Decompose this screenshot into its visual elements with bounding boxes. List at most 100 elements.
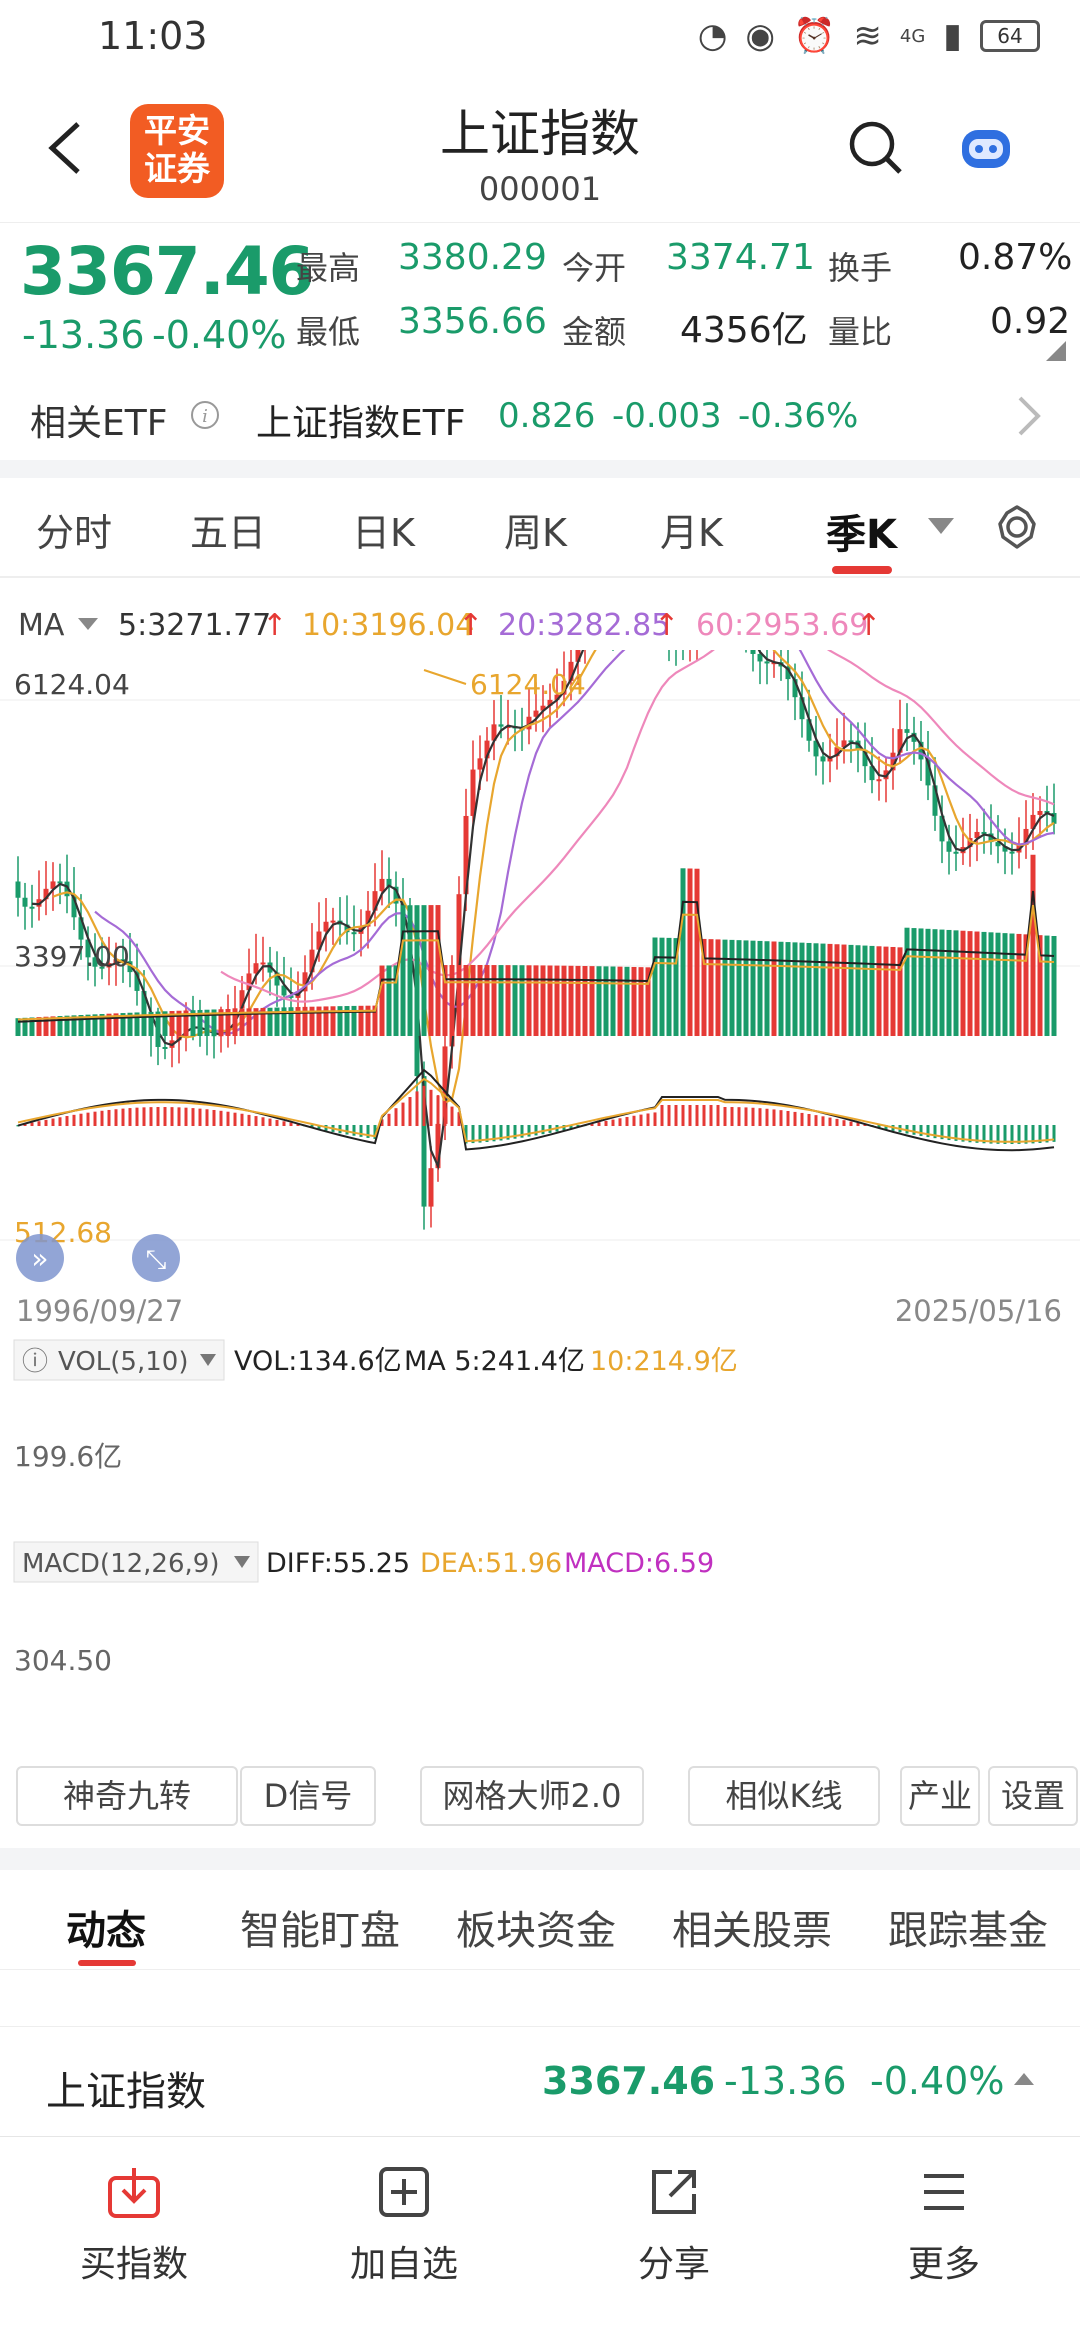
tool-jiuzhuan[interactable]: 神奇九转: [16, 1766, 238, 1826]
macd-bar: [492, 1125, 496, 1142]
volume-bar: [22, 1017, 28, 1036]
logo-line2: 证券: [144, 149, 210, 188]
candle-body: [876, 779, 882, 782]
tab-wuri[interactable]: 五日: [190, 511, 267, 555]
volume-bar: [183, 1010, 189, 1036]
tool-similar-k[interactable]: 相似K线: [688, 1766, 880, 1826]
volume-bar: [750, 940, 756, 1036]
macd-dropdown-icon[interactable]: [234, 1556, 250, 1568]
amount-value: 4356亿: [680, 310, 808, 351]
volume-bar: [99, 1014, 105, 1036]
macd-bar: [961, 1125, 965, 1142]
caret-up-icon: [1014, 2073, 1034, 2085]
volume-bar: [169, 1011, 175, 1036]
tab-related-stocks[interactable]: 相关股票: [672, 1908, 832, 1954]
more-button[interactable]: 更多: [844, 2157, 1044, 2287]
candle-body: [22, 897, 28, 907]
volume-bar: [498, 965, 504, 1036]
macd-header-box[interactable]: [13, 1541, 259, 1583]
index-summary[interactable]: 上证指数 3367.46 -13.36 -0.40%: [0, 2026, 1080, 2136]
macd-bar: [884, 1125, 888, 1130]
tab-zhouk[interactable]: 周K: [504, 511, 567, 555]
candle-body: [64, 881, 70, 897]
volume-bar: [421, 905, 427, 1036]
volume-bar: [918, 928, 924, 1036]
price-axis-mid: 3397.00: [14, 940, 130, 973]
candle-body: [29, 906, 35, 909]
volume-bar: [351, 1005, 357, 1036]
ma-dropdown-icon[interactable]: [78, 618, 98, 632]
assistant-button[interactable]: [956, 124, 1016, 174]
search-icon: [849, 121, 902, 174]
tab-rik[interactable]: 日K: [352, 511, 415, 555]
volume-bar: [890, 946, 896, 1036]
volume-bar: [883, 946, 889, 1036]
candle-body: [274, 972, 280, 986]
macd-bar: [947, 1125, 951, 1141]
tab-dongtai[interactable]: 动态: [66, 1908, 146, 1954]
tab-smart-watch[interactable]: 智能盯盘: [240, 1908, 400, 1954]
volume-bar: [575, 965, 581, 1036]
candle-body: [330, 920, 336, 923]
related-etf-row[interactable]: 相关ETF i 上证指数ETF 0.826 -0.003 -0.36%: [0, 370, 1080, 460]
dea-line: [17, 1077, 1055, 1143]
tab-fenshi[interactable]: 分时: [36, 511, 113, 555]
macd-diff: DIFF:55.25: [266, 1548, 410, 1579]
macd-bar: [695, 1105, 699, 1126]
kline-chart[interactable]: 6124.04 3397.00 512.68 6124.04 1996/09/2…: [0, 650, 1080, 1840]
macd-bar: [16, 1125, 20, 1127]
vol-dropdown-icon[interactable]: [200, 1354, 216, 1366]
add-watchlist-button[interactable]: 加自选: [304, 2157, 504, 2287]
macd-bar: [30, 1122, 34, 1126]
candle-body: [834, 747, 840, 757]
candle-body: [162, 1046, 168, 1049]
ma-label[interactable]: MA: [18, 608, 65, 643]
candle-body: [113, 959, 119, 964]
volume-bar: [288, 1007, 294, 1036]
volume-bar: [316, 1006, 322, 1036]
tool-dsignal[interactable]: D信号: [240, 1766, 376, 1826]
macd-bar: [93, 1111, 97, 1126]
scroll-left-button[interactable]: [16, 1234, 64, 1282]
macd-bar: [1017, 1125, 1021, 1144]
macd-bar: [646, 1113, 650, 1126]
tool-industry[interactable]: 产业: [900, 1766, 980, 1826]
volume-bar: [939, 929, 945, 1036]
volume-bar: [785, 942, 791, 1036]
candle-body: [771, 662, 777, 665]
tab-tracking-funds[interactable]: 跟踪基金: [888, 1908, 1048, 1954]
candle-body: [1023, 828, 1029, 846]
candle-body: [925, 759, 931, 786]
tab-yuek[interactable]: 月K: [660, 511, 723, 555]
candle-body: [281, 985, 287, 996]
volume-bar: [29, 1017, 35, 1036]
fullscreen-button[interactable]: [132, 1234, 180, 1282]
double-chevron-icon: »: [31, 1242, 48, 1275]
candle-body: [946, 841, 952, 852]
expand-corner-icon[interactable]: [1046, 341, 1066, 361]
macd-bar: [107, 1109, 111, 1126]
macd-bar: [72, 1114, 76, 1126]
tool-grid[interactable]: 网格大师2.0: [420, 1766, 644, 1826]
ma-legend: MA 5:3271.77 ↑ 10:3196.04 ↑ 20:3282.85 ↑…: [0, 600, 1080, 650]
gear-icon[interactable]: [994, 504, 1040, 550]
macd-bar: [156, 1107, 160, 1126]
candle-body: [421, 1076, 427, 1207]
buy-index-button[interactable]: 买指数: [34, 2157, 234, 2287]
search-button[interactable]: [846, 118, 906, 178]
volume-bar: [281, 1007, 287, 1036]
vol-header-box[interactable]: [13, 1339, 225, 1381]
tab-jik[interactable]: 季K: [826, 512, 897, 558]
tab-sector-funds[interactable]: 板块资金: [456, 1908, 616, 1954]
volume-bar: [834, 944, 840, 1036]
tool-settings[interactable]: 设置: [988, 1766, 1078, 1826]
back-button[interactable]: [40, 118, 90, 178]
candle-body: [533, 710, 539, 717]
volume-bar: [610, 966, 616, 1036]
share-button[interactable]: 分享: [574, 2157, 774, 2287]
dropdown-arrow-icon[interactable]: [928, 518, 954, 536]
vol-header: VOL(5,10): [58, 1347, 188, 1377]
info-icon[interactable]: i: [190, 400, 220, 430]
candle-body: [554, 694, 560, 700]
candle-body: [99, 966, 105, 969]
